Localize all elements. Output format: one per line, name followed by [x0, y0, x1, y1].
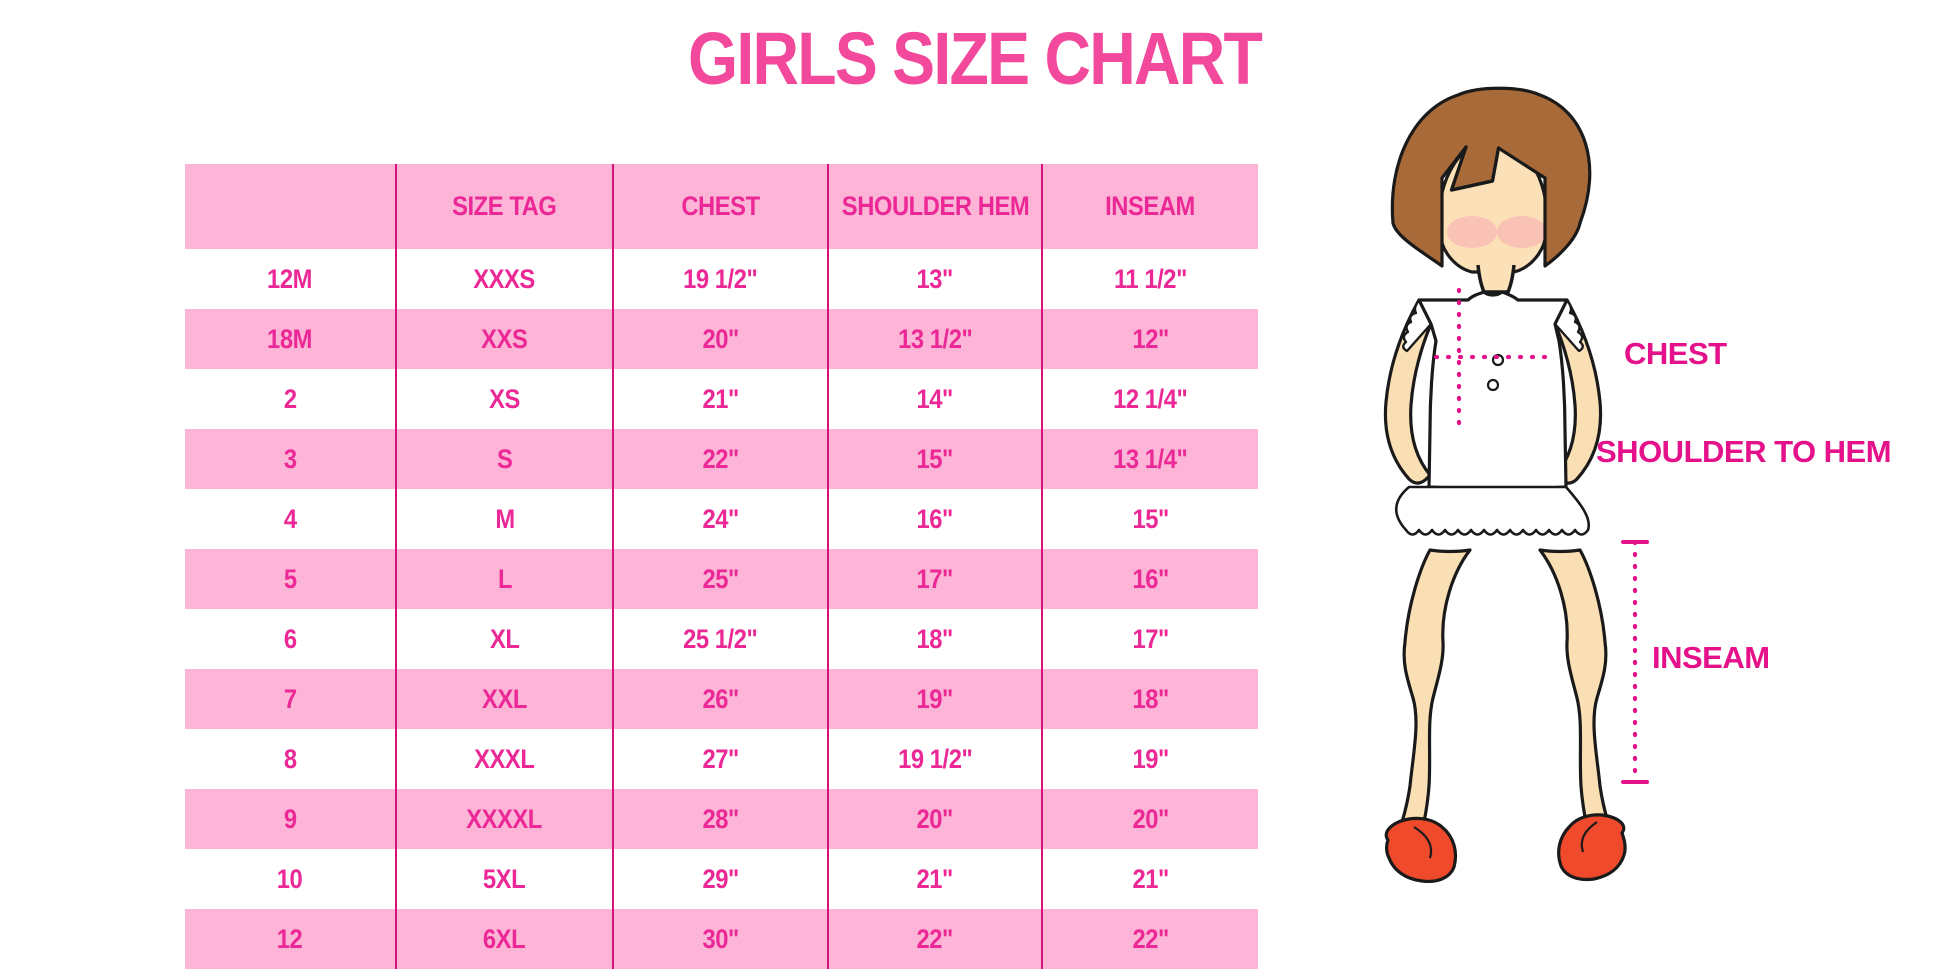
- svg-text:SHOULDER TO HEM: SHOULDER TO HEM: [1596, 434, 1891, 469]
- svg-text:CHEST: CHEST: [1624, 336, 1727, 371]
- svg-text:INSEAM: INSEAM: [1652, 640, 1770, 675]
